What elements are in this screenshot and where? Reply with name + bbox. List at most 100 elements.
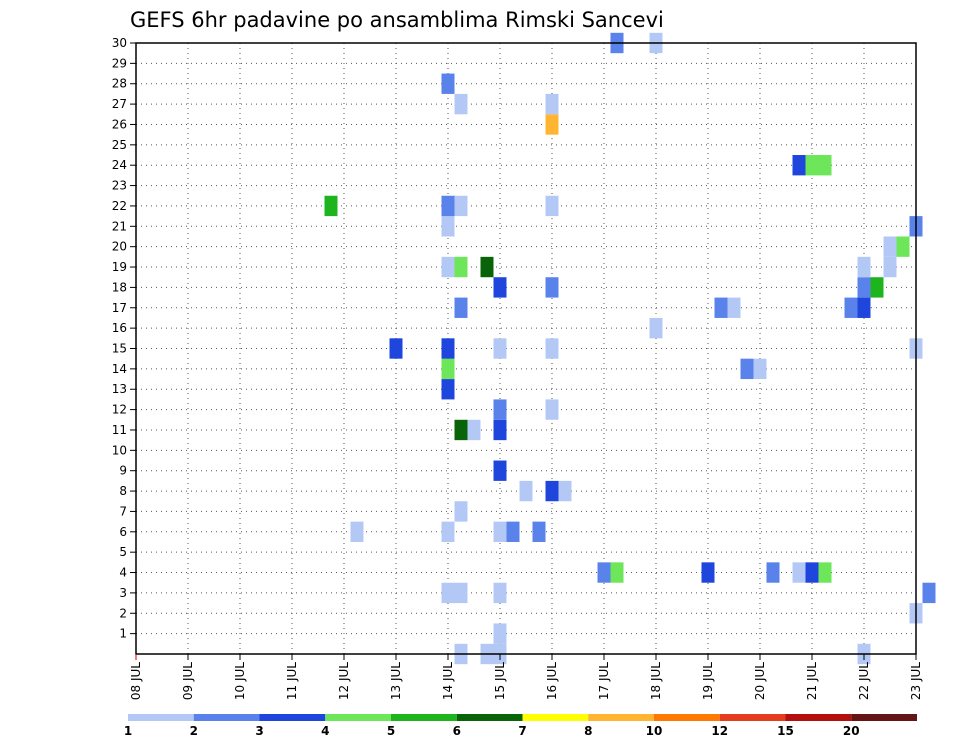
data-cell [922, 582, 936, 604]
y-tick-label: 27 [112, 97, 127, 111]
y-tick-label: 19 [112, 260, 127, 274]
chart-title: GEFS 6hr padavine po ansamblima Rimski S… [130, 8, 664, 32]
colorbar: 1 2 3 4 5 6 7 8 10 12 15 20 [124, 714, 917, 738]
data-cell [441, 216, 455, 237]
data-cell [454, 256, 468, 278]
y-tick-label: 18 [112, 280, 127, 294]
x-tick-label: 20 JUL [753, 662, 767, 700]
data-cell [545, 114, 559, 135]
y-tick-label: 17 [112, 301, 127, 315]
data-cell [610, 562, 624, 583]
y-tick-label: 10 [112, 443, 127, 457]
y-axis: 1234567891011121314151617181920212223242… [112, 36, 136, 641]
y-tick-label: 28 [112, 77, 127, 91]
data-cell [441, 379, 455, 400]
data-cell [493, 521, 507, 542]
data-cell [389, 338, 403, 359]
colorbar-segment [391, 714, 457, 721]
x-tick-label: 16 JUL [545, 662, 559, 700]
x-tick-label: 22 JUL [857, 662, 871, 700]
data-cell [870, 277, 884, 298]
data-cell [740, 358, 754, 380]
data-cell [896, 236, 910, 257]
x-tick-label: 11 JUL [285, 662, 299, 700]
data-cell [545, 338, 559, 359]
data-cell [545, 195, 559, 217]
data-cell [493, 623, 507, 644]
data-cell [857, 256, 871, 278]
data-cell [597, 562, 611, 583]
colorbar-segment [456, 714, 523, 721]
data-cell [792, 562, 806, 583]
data-cell [441, 73, 455, 94]
data-cell [558, 480, 572, 502]
data-cell [441, 358, 455, 380]
data-cell [441, 582, 455, 604]
y-tick-label: 2 [119, 606, 127, 620]
data-cell [545, 480, 559, 502]
colorbar-segment [325, 714, 391, 721]
y-tick-label: 25 [112, 138, 127, 152]
colorbar-segment [259, 714, 326, 721]
data-cell [818, 562, 832, 583]
data-cell [701, 562, 715, 583]
x-tick-label: 13 JUL [389, 662, 403, 700]
data-cells [324, 32, 936, 665]
data-cell [649, 317, 663, 339]
data-cell [883, 236, 897, 257]
x-tick-label: 21 JUL [805, 662, 819, 700]
data-cell [805, 155, 819, 176]
data-cell [818, 155, 832, 176]
y-tick-label: 23 [112, 179, 127, 193]
y-tick-label: 8 [119, 484, 127, 498]
data-cell [467, 419, 481, 441]
y-tick-label: 26 [112, 117, 127, 131]
y-tick-label: 4 [119, 566, 127, 580]
data-cell [714, 297, 728, 318]
x-tick-label: 09 JUL [181, 662, 195, 700]
colorbar-segment [522, 714, 589, 721]
y-tick-label: 7 [119, 504, 127, 518]
grid [136, 42, 916, 654]
colorbar-segment [128, 714, 194, 721]
y-tick-label: 30 [112, 36, 127, 50]
y-tick-label: 6 [119, 525, 127, 539]
y-tick-label: 16 [112, 321, 127, 335]
colorbar-label: 12 [711, 724, 728, 738]
colorbar-label: 2 [190, 724, 198, 738]
colorbar-segment [588, 714, 654, 721]
data-cell [454, 582, 468, 604]
x-tick-label: 08 JUL [129, 662, 143, 700]
x-axis: 08 JUL 09 JUL 10 JUL 11 JUL 12 JUL 13 JUL 14 J… [129, 654, 923, 700]
data-cell [441, 521, 455, 542]
data-cell [792, 155, 806, 176]
x-tick-label: 19 JUL [701, 662, 715, 700]
y-tick-label: 9 [119, 464, 127, 478]
data-cell [493, 419, 507, 441]
data-cell [493, 277, 507, 298]
data-cell [454, 195, 468, 217]
colorbar-label: 15 [777, 724, 794, 738]
y-tick-label: 24 [112, 158, 127, 172]
data-cell [493, 338, 507, 359]
data-cell [441, 256, 455, 278]
data-cell [844, 297, 858, 318]
data-cell [454, 297, 468, 318]
data-cell [493, 399, 507, 420]
colorbar-label: 6 [453, 724, 461, 738]
data-cell [857, 277, 871, 298]
data-cell [519, 480, 533, 502]
y-tick-label: 3 [119, 586, 127, 600]
y-tick-label: 20 [112, 240, 127, 254]
data-cell [766, 562, 780, 583]
colorbar-label: 4 [321, 724, 329, 738]
data-cell [753, 358, 767, 380]
data-cell [545, 399, 559, 420]
x-tick-label: 10 JUL [233, 662, 247, 700]
y-tick-label: 15 [112, 342, 127, 356]
colorbar-label: 3 [255, 724, 263, 738]
data-cell [454, 501, 468, 522]
x-tick-label: 18 JUL [649, 662, 663, 700]
data-cell [350, 521, 364, 542]
